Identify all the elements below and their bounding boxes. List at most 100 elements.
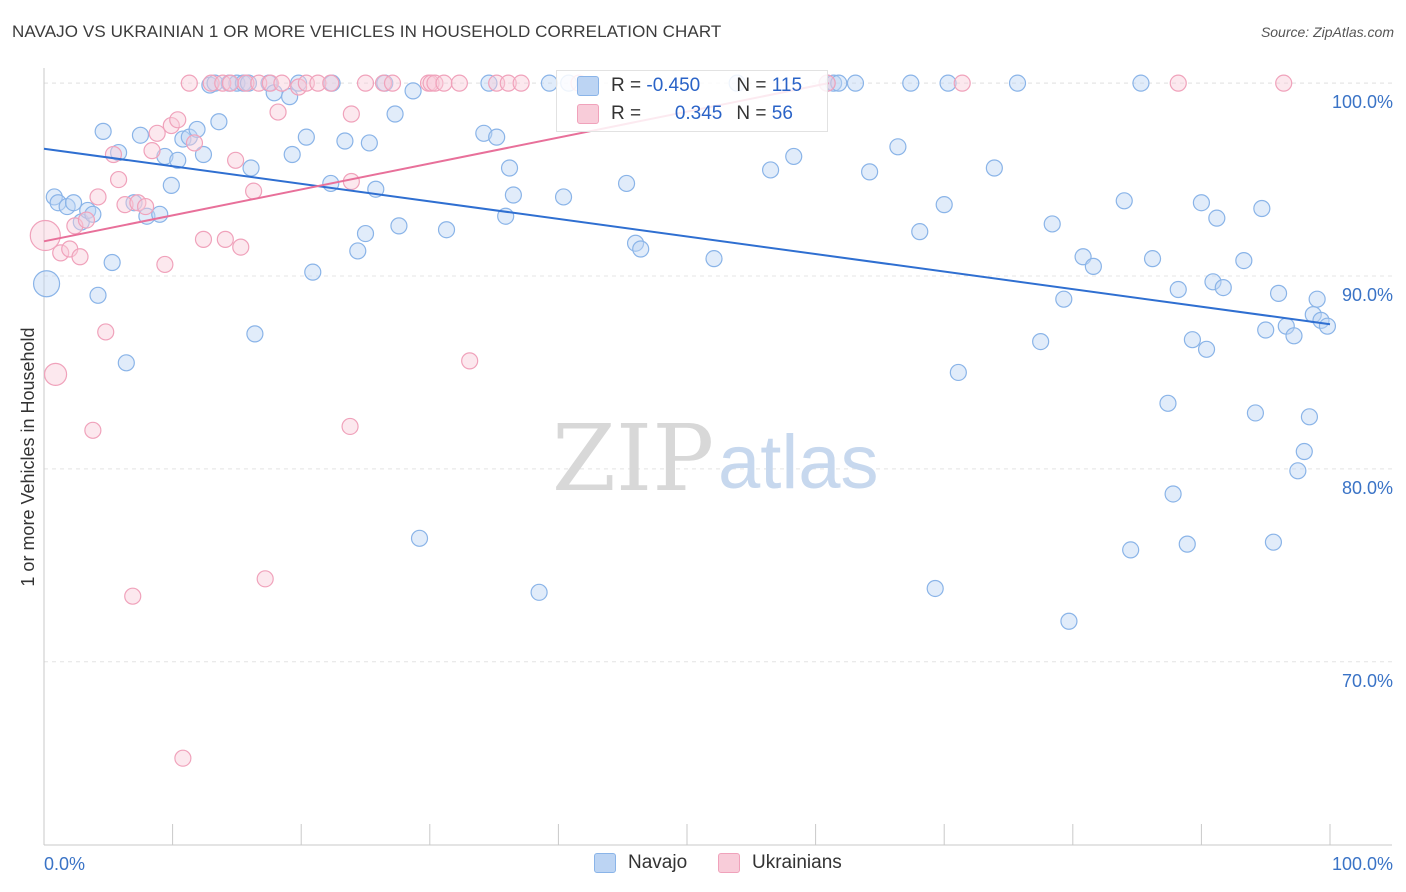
navajo-n-label: N =	[736, 75, 772, 96]
navajo-point	[500, 159, 519, 177]
navajo-point	[926, 579, 944, 598]
ukrainians-point	[237, 74, 255, 92]
navajo-point	[32, 270, 61, 298]
y-tick-label: 80.0%	[1342, 478, 1393, 498]
ukrainians-point	[185, 134, 204, 152]
ukrainians-n-value: 56	[771, 103, 793, 124]
navajo-point	[162, 176, 180, 194]
ukrainians-swatch	[577, 104, 599, 124]
ukrainians-point	[84, 421, 102, 439]
navajo-point	[64, 194, 83, 212]
navajo-point	[1143, 250, 1162, 268]
navajo-r-label: R =	[611, 75, 647, 96]
navajo-point	[169, 151, 187, 169]
ukrainians-point	[148, 124, 166, 142]
navajo-point	[194, 145, 213, 164]
navajo-point	[1060, 612, 1078, 630]
navajo-legend-swatch	[594, 853, 616, 873]
legend-item-ukrainians[interactable]: Ukrainians	[718, 852, 842, 874]
navajo-point	[861, 163, 879, 181]
navajo-point	[1192, 194, 1211, 212]
navajo-point	[1008, 74, 1027, 92]
navajo-point	[410, 529, 429, 547]
navajo-point	[1183, 331, 1201, 349]
ukrainians-r-value: 0.345	[674, 103, 723, 124]
ukrainians-point	[374, 74, 393, 92]
navajo-point	[131, 126, 150, 144]
correlation-legend: R = -0.450 N = 115 R = 0.345 N = 56	[556, 70, 828, 132]
navajo-point	[1204, 273, 1222, 291]
navajo-point	[1208, 209, 1226, 227]
navajo-point	[1285, 327, 1303, 345]
ukrainians-point	[227, 151, 245, 169]
ukrainians-point	[104, 145, 123, 164]
navajo-point	[437, 221, 456, 239]
navajo-point	[1055, 290, 1073, 308]
ukrainians-point	[89, 188, 107, 206]
navajo-point	[705, 250, 723, 268]
navajo-point	[210, 113, 228, 131]
navajo-point	[785, 147, 803, 166]
y-axis-title: 1 or more Vehicles in Household	[18, 327, 38, 586]
watermark: ZIP atlas	[552, 405, 879, 512]
ukrainians-point	[169, 111, 187, 129]
navajo-point	[246, 325, 264, 343]
ukrainians-point	[29, 219, 61, 252]
navajo-point	[1318, 317, 1337, 335]
navajo-point	[404, 82, 422, 100]
watermark-atlas-text: atlas	[718, 420, 879, 505]
navajo-point	[935, 196, 953, 214]
navajo-point	[1246, 404, 1265, 422]
navajo-point	[1164, 485, 1182, 503]
ukrainians-point	[435, 74, 453, 92]
ukrainians-point	[383, 74, 402, 92]
ukrainians-point	[269, 103, 287, 121]
navajo-n-value: 115	[771, 75, 803, 96]
navajo-point	[488, 128, 506, 146]
ukrainians-r-label: R =	[611, 103, 647, 124]
navajo-point	[1084, 257, 1102, 275]
ukrainians-point	[290, 78, 308, 96]
navajo-point	[540, 74, 558, 92]
navajo-point	[117, 354, 135, 372]
navajo-point	[356, 224, 375, 243]
navajo-trend-line	[43, 147, 1331, 326]
ukrainians-point	[499, 74, 517, 92]
navajo-point	[1264, 533, 1283, 551]
watermark-zip-text: ZIP	[552, 405, 714, 512]
navajo-point	[283, 145, 301, 164]
navajo-point	[1235, 251, 1253, 270]
navajo-point	[297, 128, 315, 146]
ukrainians-point	[356, 74, 375, 92]
navajo-point	[349, 242, 367, 260]
ukrainians-point	[180, 74, 198, 92]
navajo-point	[949, 363, 967, 382]
navajo-point	[1269, 284, 1288, 302]
ukrainians-point	[77, 211, 96, 229]
ukrainians-point	[245, 182, 263, 200]
navajo-point	[304, 263, 322, 281]
navajo-point	[1132, 74, 1150, 92]
navajo-point	[554, 188, 573, 206]
navajo-legend-label: Navajo	[628, 852, 688, 873]
navajo-point	[94, 122, 112, 140]
ukrainians-point	[52, 244, 70, 262]
navajo-point	[390, 217, 408, 235]
navajo-point	[889, 138, 907, 156]
legend-item-navajo[interactable]: Navajo	[594, 852, 687, 874]
ukrainians-point	[341, 417, 359, 436]
ukrainians-point	[232, 238, 250, 256]
ukrainians-point	[1275, 74, 1293, 92]
navajo-swatch	[577, 76, 599, 96]
navajo-point	[1295, 442, 1313, 461]
ukrainians-legend-swatch	[718, 853, 740, 873]
navajo-point	[1115, 192, 1133, 210]
ukrainians-point	[124, 587, 142, 605]
navajo-point	[1122, 541, 1140, 559]
navajo-point	[1197, 340, 1216, 358]
navajo-point	[1289, 462, 1307, 480]
navajo-point	[846, 74, 865, 92]
ukrainians-point	[512, 74, 530, 92]
ukrainians-point	[216, 230, 234, 248]
navajo-point	[1159, 394, 1177, 412]
